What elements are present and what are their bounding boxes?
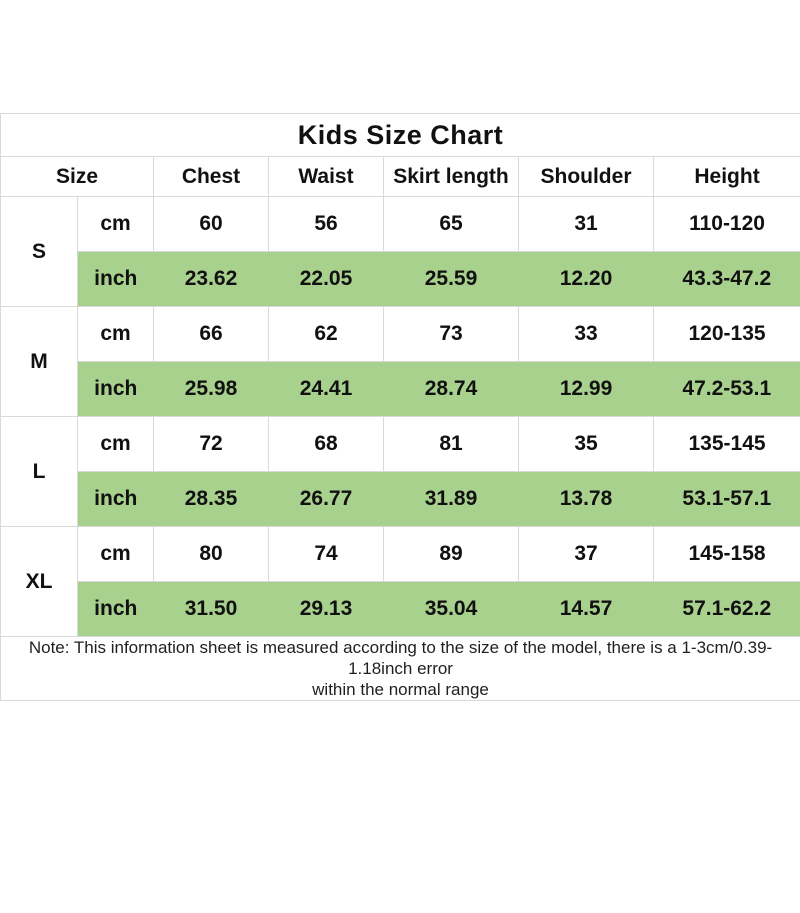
size-chart-table: Kids Size Chart Size Chest Waist Skirt l… bbox=[0, 113, 800, 701]
unit-label-cm: cm bbox=[78, 417, 154, 472]
value-cell: 23.62 bbox=[154, 252, 269, 307]
value-cell: 135-145 bbox=[654, 417, 800, 472]
value-cell: 25.59 bbox=[384, 252, 519, 307]
note-text: Note: This information sheet is measured… bbox=[1, 637, 800, 701]
size-label-l: L bbox=[1, 417, 78, 527]
value-cell: 66 bbox=[154, 307, 269, 362]
col-header-height: Height bbox=[654, 157, 800, 197]
col-header-size: Size bbox=[1, 157, 154, 197]
value-cell: 26.77 bbox=[269, 472, 384, 527]
value-cell: 12.99 bbox=[519, 362, 654, 417]
row-m-cm: M cm 66 62 73 33 120-135 bbox=[1, 307, 800, 362]
unit-label-cm: cm bbox=[78, 197, 154, 252]
value-cell: 22.05 bbox=[269, 252, 384, 307]
value-cell: 31 bbox=[519, 197, 654, 252]
col-header-shoulder: Shoulder bbox=[519, 157, 654, 197]
value-cell: 28.35 bbox=[154, 472, 269, 527]
unit-label-cm: cm bbox=[78, 527, 154, 582]
value-cell: 33 bbox=[519, 307, 654, 362]
value-cell: 72 bbox=[154, 417, 269, 472]
value-cell: 68 bbox=[269, 417, 384, 472]
row-m-inch: inch 25.98 24.41 28.74 12.99 47.2-53.1 bbox=[1, 362, 800, 417]
size-label-xl: XL bbox=[1, 527, 78, 637]
value-cell: 13.78 bbox=[519, 472, 654, 527]
value-cell: 53.1-57.1 bbox=[654, 472, 800, 527]
unit-label-cm: cm bbox=[78, 307, 154, 362]
col-header-chest: Chest bbox=[154, 157, 269, 197]
value-cell: 73 bbox=[384, 307, 519, 362]
row-xl-cm: XL cm 80 74 89 37 145-158 bbox=[1, 527, 800, 582]
value-cell: 35 bbox=[519, 417, 654, 472]
value-cell: 14.57 bbox=[519, 582, 654, 637]
value-cell: 47.2-53.1 bbox=[654, 362, 800, 417]
value-cell: 89 bbox=[384, 527, 519, 582]
value-cell: 145-158 bbox=[654, 527, 800, 582]
size-chart: Kids Size Chart Size Chest Waist Skirt l… bbox=[0, 113, 800, 701]
note-row: Note: This information sheet is measured… bbox=[1, 637, 800, 701]
value-cell: 31.89 bbox=[384, 472, 519, 527]
row-l-cm: L cm 72 68 81 35 135-145 bbox=[1, 417, 800, 472]
value-cell: 43.3-47.2 bbox=[654, 252, 800, 307]
value-cell: 31.50 bbox=[154, 582, 269, 637]
title-row: Kids Size Chart bbox=[1, 114, 800, 157]
row-xl-inch: inch 31.50 29.13 35.04 14.57 57.1-62.2 bbox=[1, 582, 800, 637]
value-cell: 110-120 bbox=[654, 197, 800, 252]
unit-label-inch: inch bbox=[78, 472, 154, 527]
value-cell: 29.13 bbox=[269, 582, 384, 637]
value-cell: 35.04 bbox=[384, 582, 519, 637]
row-s-cm: S cm 60 56 65 31 110-120 bbox=[1, 197, 800, 252]
value-cell: 56 bbox=[269, 197, 384, 252]
value-cell: 65 bbox=[384, 197, 519, 252]
value-cell: 120-135 bbox=[654, 307, 800, 362]
row-s-inch: inch 23.62 22.05 25.59 12.20 43.3-47.2 bbox=[1, 252, 800, 307]
unit-label-inch: inch bbox=[78, 362, 154, 417]
unit-label-inch: inch bbox=[78, 252, 154, 307]
value-cell: 60 bbox=[154, 197, 269, 252]
value-cell: 25.98 bbox=[154, 362, 269, 417]
value-cell: 80 bbox=[154, 527, 269, 582]
note-line-1: Note: This information sheet is measured… bbox=[1, 637, 800, 679]
value-cell: 37 bbox=[519, 527, 654, 582]
page-title: Kids Size Chart bbox=[1, 114, 800, 157]
value-cell: 81 bbox=[384, 417, 519, 472]
row-l-inch: inch 28.35 26.77 31.89 13.78 53.1-57.1 bbox=[1, 472, 800, 527]
col-header-waist: Waist bbox=[269, 157, 384, 197]
col-header-skirt-length: Skirt length bbox=[384, 157, 519, 197]
size-label-m: M bbox=[1, 307, 78, 417]
value-cell: 74 bbox=[269, 527, 384, 582]
value-cell: 28.74 bbox=[384, 362, 519, 417]
value-cell: 62 bbox=[269, 307, 384, 362]
note-line-2: within the normal range bbox=[1, 679, 800, 700]
value-cell: 12.20 bbox=[519, 252, 654, 307]
value-cell: 24.41 bbox=[269, 362, 384, 417]
value-cell: 57.1-62.2 bbox=[654, 582, 800, 637]
size-label-s: S bbox=[1, 197, 78, 307]
header-row: Size Chest Waist Skirt length Shoulder H… bbox=[1, 157, 800, 197]
unit-label-inch: inch bbox=[78, 582, 154, 637]
